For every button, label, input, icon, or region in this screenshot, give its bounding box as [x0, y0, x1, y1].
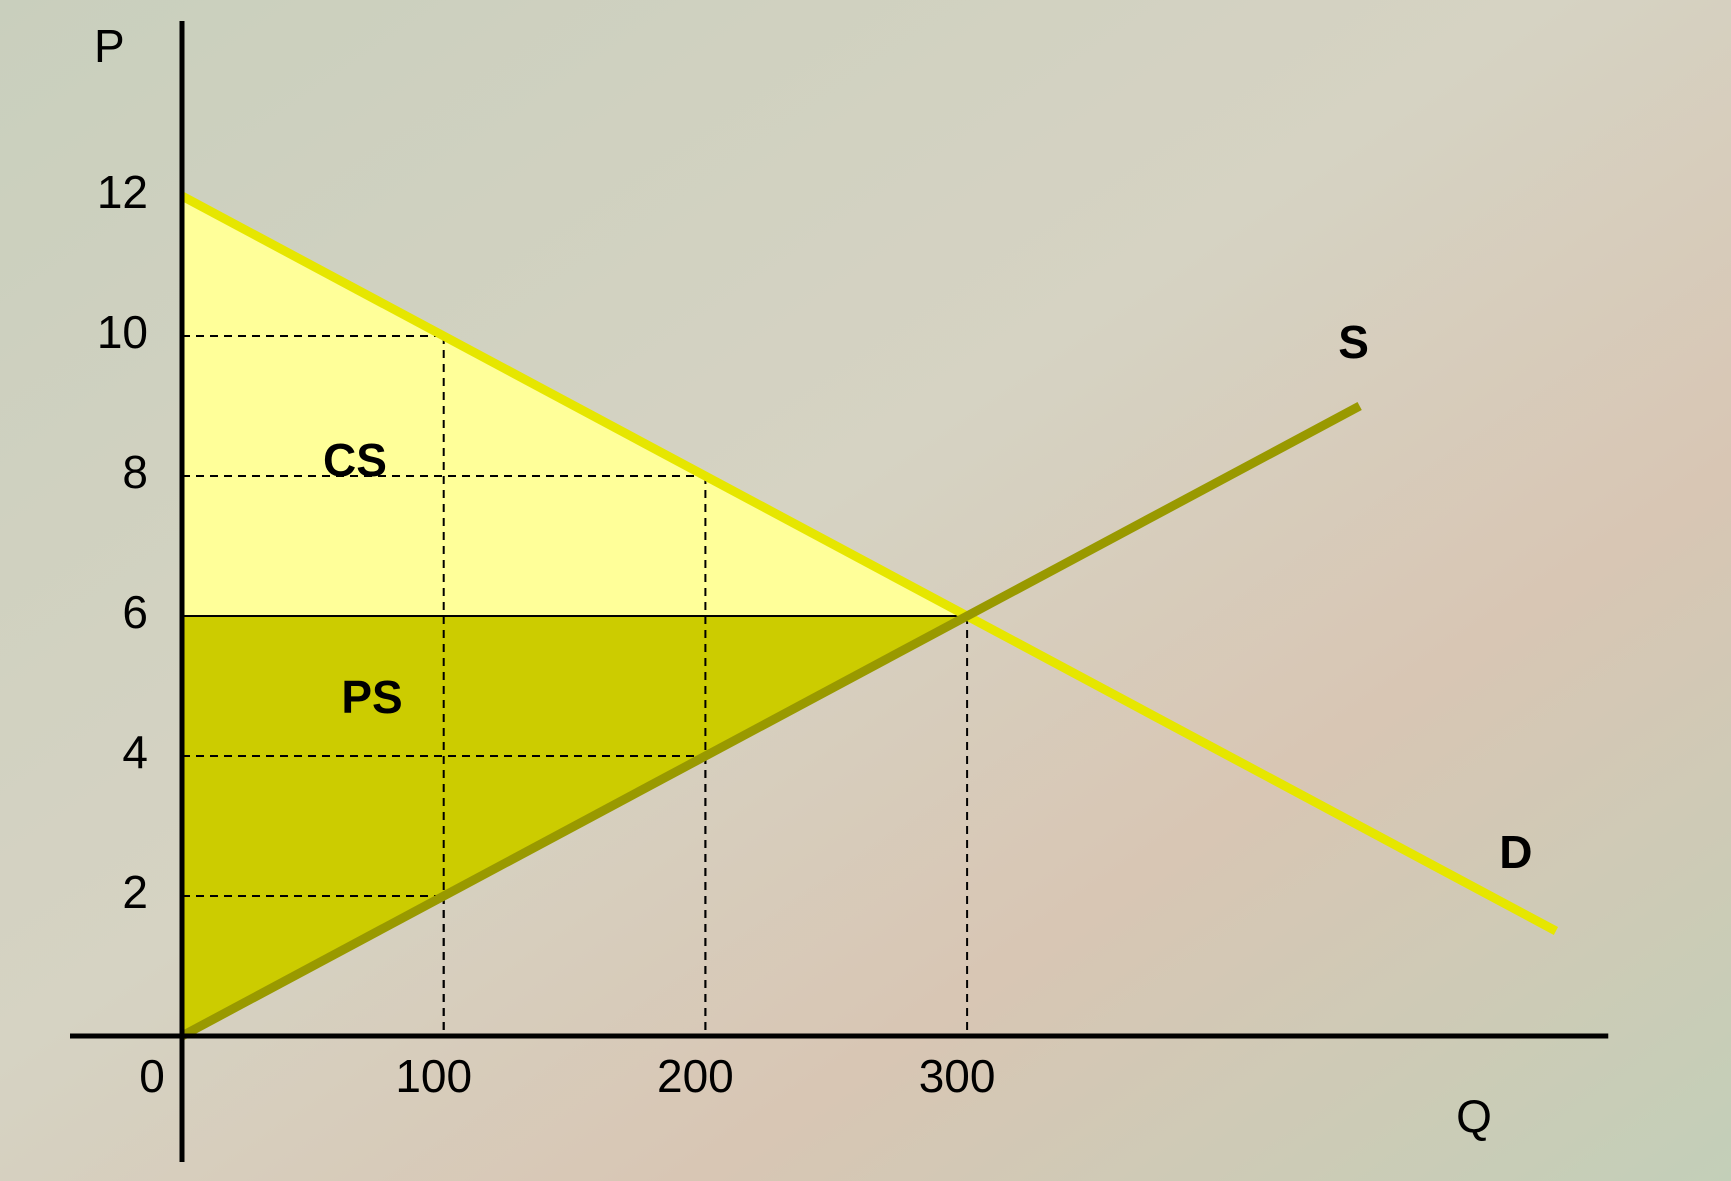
- x-tick-label: 300: [919, 1050, 996, 1102]
- cs-label: CS: [323, 434, 387, 486]
- ps-label: PS: [341, 671, 402, 723]
- y-tick-label: 12: [97, 166, 148, 218]
- x-axis-label: Q: [1456, 1090, 1492, 1142]
- y-axis-label: P: [94, 20, 125, 72]
- y-tick-label: 6: [122, 586, 148, 638]
- y-tick-label: 2: [122, 866, 148, 918]
- x-tick-label: 0: [139, 1050, 165, 1102]
- legend-label: S: [1338, 316, 1369, 368]
- legend-label: D: [1499, 826, 1532, 878]
- x-tick-label: 200: [657, 1050, 734, 1102]
- chart: P Q CS PS D S 2 4 6 8 10 12 0 100 200 300: [0, 0, 1731, 1181]
- x-tick-label: 100: [395, 1050, 472, 1102]
- y-tick-label: 8: [122, 446, 148, 498]
- y-tick-label: 10: [97, 306, 148, 358]
- y-tick-label: 4: [122, 726, 148, 778]
